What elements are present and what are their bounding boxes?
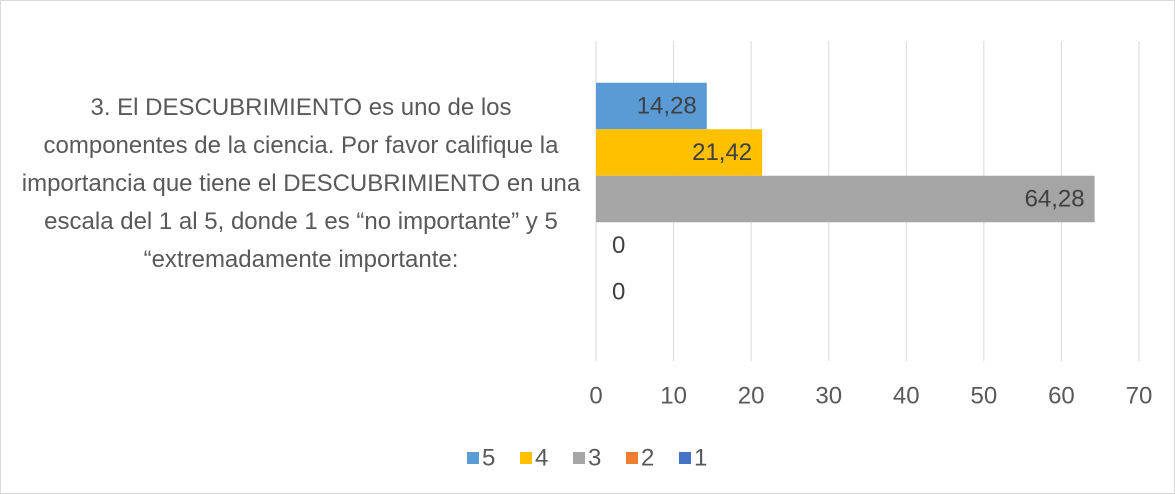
legend-swatch [467, 452, 479, 464]
value-label: 0 [612, 278, 625, 305]
bar [596, 129, 763, 176]
x-tick-label: 20 [738, 382, 765, 409]
x-tick-label: 10 [660, 382, 687, 409]
legend-swatch [679, 452, 691, 464]
legend-label: 5 [482, 444, 495, 471]
x-tick-label: 50 [971, 382, 998, 409]
x-tick-label: 0 [589, 382, 602, 409]
value-label: 14,28 [637, 92, 697, 119]
bar [596, 175, 1095, 223]
x-tick-label: 60 [1048, 382, 1075, 409]
x-tick-label: 30 [815, 382, 842, 409]
legend-label: 1 [694, 444, 707, 471]
x-tick-label: 70 [1126, 382, 1153, 409]
value-label: 0 [612, 232, 625, 259]
category-label: 3. El DESCUBRIMIENTO es uno de los compo… [21, 94, 581, 273]
x-tick-label: 40 [893, 382, 920, 409]
value-label: 64,28 [1025, 185, 1085, 212]
legend-label: 3 [588, 444, 601, 471]
legend-swatch [520, 452, 532, 464]
value-label: 21,42 [692, 139, 752, 166]
legend-swatch [573, 452, 585, 464]
legend-label: 4 [535, 444, 548, 471]
legend-swatch [626, 452, 638, 464]
bar [596, 82, 707, 130]
legend-label: 2 [641, 444, 654, 471]
